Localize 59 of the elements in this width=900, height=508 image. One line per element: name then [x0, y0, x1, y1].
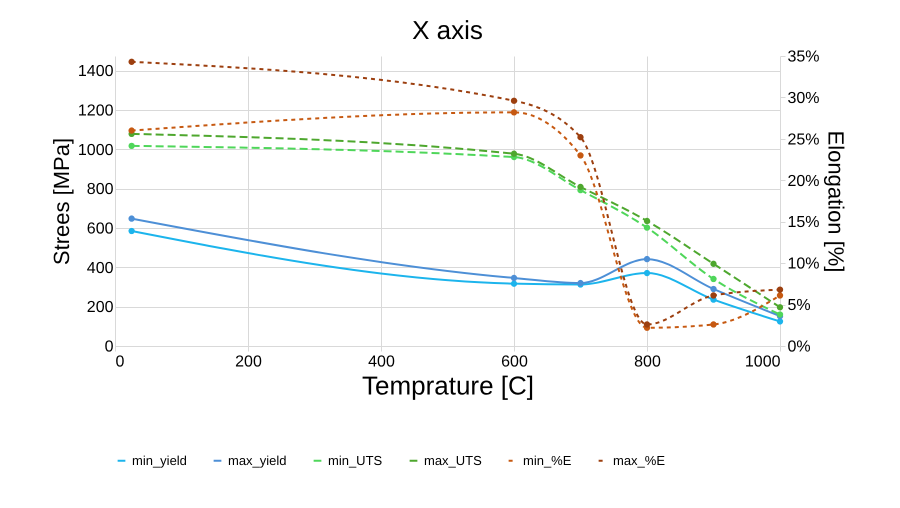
y2-tick-label: 5% — [788, 297, 811, 314]
point — [776, 286, 784, 293]
point — [776, 318, 784, 325]
x-tick-label: 200 — [235, 354, 262, 370]
point — [776, 292, 784, 299]
y2-tick-label: 25% — [788, 131, 820, 148]
point — [710, 260, 717, 267]
y2-tick-label: 10% — [788, 256, 820, 273]
y-tick-label: 1000 — [78, 142, 114, 159]
y-tick-label: 1200 — [78, 102, 114, 120]
point — [644, 270, 650, 276]
y-tick-label: 400 — [86, 260, 114, 277]
point — [577, 152, 584, 159]
x-tick-label: 600 — [501, 354, 528, 370]
y2-tick-label: 0% — [788, 338, 811, 356]
point — [776, 304, 784, 310]
y2-axis-title: Elongation [%] — [824, 130, 849, 272]
x-tick-label: 400 — [368, 354, 395, 370]
legend-label: min_%E — [523, 452, 572, 468]
y2-tick-label: 20% — [788, 172, 820, 190]
point — [644, 256, 650, 262]
y-tick-label: 1400 — [78, 63, 114, 80]
point — [128, 228, 135, 234]
y-tick-label: 600 — [86, 220, 114, 238]
point — [644, 224, 650, 231]
point — [128, 142, 135, 150]
point — [577, 184, 584, 190]
y2-tick-label: 35% — [788, 48, 820, 66]
y-tick-label: 800 — [86, 181, 114, 198]
point — [510, 150, 518, 157]
legend-label: max_yield — [228, 452, 287, 468]
point — [710, 292, 717, 299]
point — [128, 127, 135, 134]
point — [510, 280, 518, 287]
point — [510, 98, 518, 104]
y2-tick-label: 15% — [788, 214, 820, 232]
y-tick-label: 200 — [86, 299, 114, 316]
point — [128, 215, 135, 222]
legend-label: max_%E — [613, 452, 666, 468]
point — [510, 109, 518, 116]
point — [644, 321, 650, 328]
x-tick-label: 0 — [116, 354, 124, 370]
point — [510, 274, 518, 282]
point — [644, 218, 650, 224]
point — [710, 286, 717, 292]
chart-title: X axis — [412, 15, 483, 45]
x-tick-label: 800 — [634, 354, 661, 370]
point — [710, 321, 717, 328]
x-tick-label: 1000 — [744, 354, 781, 370]
legend-label: min_UTS — [328, 452, 383, 468]
point — [128, 58, 135, 65]
y-tick-label: 0 — [104, 338, 114, 356]
legend-label: min_yield — [132, 452, 187, 468]
point — [710, 276, 717, 282]
y2-tick-label: 30% — [788, 90, 820, 107]
y-axis-title: Strees [MPa] — [48, 138, 74, 266]
x-axis-title: Temprature [C] — [362, 370, 534, 400]
point — [577, 134, 584, 140]
legend-label: max_UTS — [424, 452, 482, 468]
